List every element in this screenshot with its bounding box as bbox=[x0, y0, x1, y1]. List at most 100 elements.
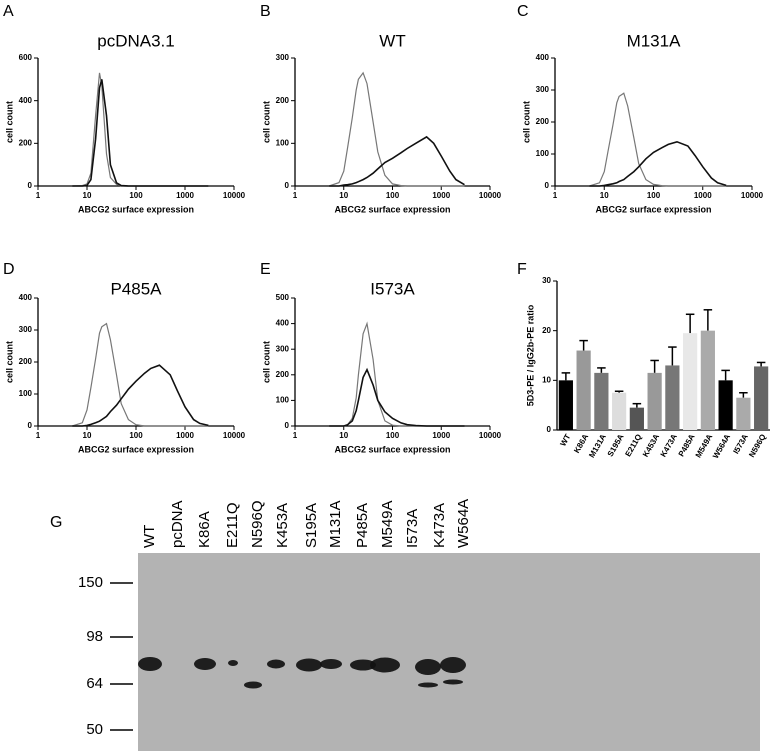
x-axis-label: ABCG2 surface expression bbox=[78, 204, 194, 214]
y-tick-label: 0 bbox=[285, 421, 290, 430]
lane-label: WT bbox=[141, 525, 158, 548]
histogram-line bbox=[328, 71, 465, 187]
y-tick-label: 0 bbox=[547, 425, 552, 434]
chart-title: pcDNA3.1 bbox=[97, 31, 174, 50]
x-tick-label: 1 bbox=[293, 191, 298, 200]
y-tick-label: 100 bbox=[536, 149, 550, 158]
lane-label: K86A bbox=[196, 511, 213, 548]
blot-band bbox=[228, 660, 238, 666]
y-axis-label: 5D3-PE / IgG2b-PE ratio bbox=[525, 304, 535, 406]
y-tick-label: 600 bbox=[19, 53, 33, 62]
x-tick-label: 100 bbox=[129, 431, 143, 440]
x-tick-label: K473A bbox=[659, 432, 679, 458]
lane-label: M131A bbox=[327, 500, 344, 548]
x-tick-label: 10 bbox=[339, 431, 348, 440]
x-tick-label: 10000 bbox=[479, 191, 502, 200]
histogram-line bbox=[72, 79, 209, 187]
histogram-line bbox=[72, 364, 209, 427]
blot-band bbox=[267, 659, 285, 669]
blot-band bbox=[440, 657, 466, 673]
panel-label: C bbox=[517, 3, 529, 20]
bar bbox=[558, 380, 573, 430]
blot-band bbox=[415, 659, 441, 675]
lane-label: I573A bbox=[404, 509, 421, 548]
x-tick-label: I573A bbox=[731, 432, 750, 455]
bar bbox=[700, 330, 715, 430]
y-axis-label: cell count bbox=[4, 101, 14, 143]
lane-label: P485A bbox=[354, 503, 371, 548]
y-tick-label: 20 bbox=[542, 326, 551, 335]
bar bbox=[576, 350, 591, 430]
x-tick-label: W564A bbox=[711, 432, 732, 460]
y-tick-label: 400 bbox=[19, 96, 33, 105]
y-tick-label: 200 bbox=[536, 117, 550, 126]
x-tick-label: 1000 bbox=[176, 191, 194, 200]
histogram-line bbox=[329, 135, 465, 187]
lane-label: W564A bbox=[455, 499, 472, 548]
lane-label: K453A bbox=[274, 503, 291, 548]
marker-label: 98 bbox=[86, 628, 103, 645]
panel-label: F bbox=[517, 261, 527, 278]
x-tick-label: 1 bbox=[36, 431, 41, 440]
panel-label: E bbox=[260, 261, 271, 278]
panel-label: B bbox=[260, 3, 271, 20]
y-tick-label: 300 bbox=[276, 53, 290, 62]
histogram-line bbox=[329, 367, 465, 427]
blot-band bbox=[194, 658, 216, 670]
blot-band bbox=[138, 657, 162, 671]
y-axis-label: cell count bbox=[261, 341, 271, 383]
y-tick-label: 0 bbox=[28, 181, 33, 190]
y-tick-label: 0 bbox=[545, 181, 550, 190]
blot-band bbox=[350, 659, 376, 671]
y-tick-label: 100 bbox=[276, 396, 290, 405]
panel-label: G bbox=[50, 514, 62, 531]
y-tick-label: 400 bbox=[19, 293, 33, 302]
y-tick-label: 300 bbox=[536, 85, 550, 94]
histogram-line bbox=[329, 321, 465, 427]
x-tick-label: 100 bbox=[129, 191, 143, 200]
lane-label: E211Q bbox=[224, 502, 241, 548]
y-tick-label: 0 bbox=[28, 421, 33, 430]
bar bbox=[665, 365, 680, 430]
x-tick-label: 1000 bbox=[694, 191, 712, 200]
bar bbox=[629, 407, 644, 430]
y-tick-label: 200 bbox=[276, 96, 290, 105]
lane-label: S195A bbox=[303, 503, 320, 548]
lane-label: K473A bbox=[431, 503, 448, 548]
bar bbox=[594, 372, 609, 430]
y-tick-label: 200 bbox=[19, 357, 33, 366]
x-tick-label: N596Q bbox=[747, 433, 767, 459]
y-tick-label: 100 bbox=[276, 138, 290, 147]
panel-label: A bbox=[3, 3, 14, 20]
y-tick-label: 300 bbox=[19, 325, 33, 334]
x-tick-label: 1 bbox=[293, 431, 298, 440]
x-tick-label: WT bbox=[558, 432, 572, 447]
x-tick-label: 100 bbox=[386, 191, 400, 200]
x-tick-label: 1000 bbox=[432, 191, 450, 200]
histogram-line bbox=[589, 92, 727, 187]
marker-label: 150 bbox=[78, 574, 103, 591]
y-tick-label: 10 bbox=[542, 375, 551, 384]
y-tick-label: 100 bbox=[19, 389, 33, 398]
x-tick-label: 10 bbox=[83, 191, 92, 200]
bar bbox=[736, 397, 751, 430]
histogram-line bbox=[589, 140, 727, 187]
x-tick-label: 1 bbox=[553, 191, 558, 200]
chart-title: WT bbox=[379, 31, 405, 50]
y-tick-label: 30 bbox=[542, 276, 551, 285]
blot-band bbox=[418, 682, 438, 688]
y-tick-label: 200 bbox=[276, 370, 290, 379]
x-tick-label: 10 bbox=[339, 191, 348, 200]
y-axis-label: cell count bbox=[521, 101, 531, 143]
chart-title: M131A bbox=[627, 31, 682, 50]
x-axis-label: ABCG2 surface expression bbox=[595, 204, 711, 214]
blot-band bbox=[443, 679, 463, 685]
blot-band bbox=[296, 658, 322, 672]
bar bbox=[612, 392, 627, 430]
x-tick-label: K86A bbox=[572, 432, 590, 454]
x-tick-label: 10000 bbox=[223, 431, 246, 440]
panel-label: D bbox=[3, 261, 15, 278]
lane-label: M549A bbox=[379, 500, 396, 548]
y-tick-label: 400 bbox=[536, 53, 550, 62]
